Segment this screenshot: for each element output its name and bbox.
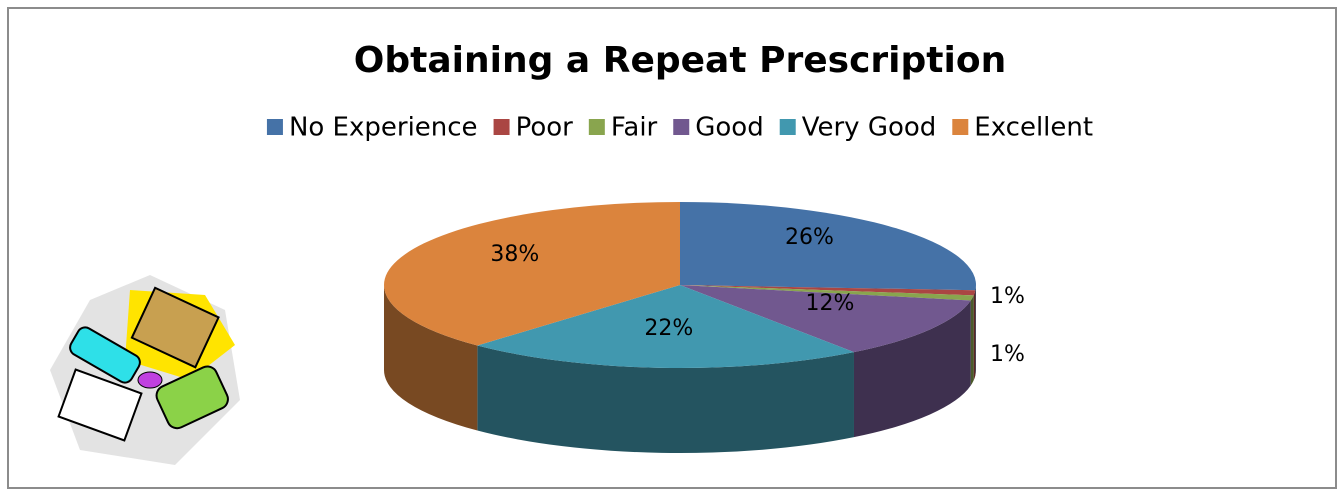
data-label: 38% — [490, 242, 539, 267]
pie-slice — [680, 285, 974, 301]
legend-label: Good — [695, 113, 763, 143]
legend-swatch — [266, 119, 283, 135]
legend-swatch — [588, 119, 605, 135]
legend: No Experience Poor Fair Good Very Good Excell… — [266, 113, 1093, 143]
pie-side — [384, 285, 478, 431]
data-label: 26% — [785, 225, 834, 250]
legend-swatch — [779, 119, 796, 135]
chart-title: Obtaining a Repeat Prescription — [354, 40, 1006, 81]
pie-side — [853, 300, 971, 438]
data-label: 12% — [805, 291, 854, 316]
legend-label: Fair — [611, 113, 658, 143]
pie-slice — [384, 202, 680, 346]
clip-art-ampoules — [130, 286, 220, 369]
legend-swatch — [493, 119, 510, 135]
pie-side — [973, 290, 976, 381]
pie-side — [975, 285, 976, 376]
data-label: 1% — [990, 284, 1025, 309]
data-label: 22% — [644, 316, 693, 341]
clip-art-pills — [155, 365, 229, 430]
pie-slice — [680, 202, 976, 291]
legend-label: Very Good — [802, 113, 937, 143]
clip-art-bottle — [69, 326, 141, 384]
pie-labels: 26% 1% 1% 12% 22% 38% — [490, 225, 1024, 367]
pie-slice — [477, 285, 854, 368]
data-label: 1% — [990, 342, 1025, 367]
clip-art-pill — [137, 371, 163, 389]
legend-label: Excellent — [974, 113, 1093, 143]
legend-label: Poor — [516, 113, 574, 143]
clip-art-rx — [57, 368, 143, 442]
clip-art — [50, 275, 240, 465]
legend-swatch — [673, 119, 690, 135]
pie-slice — [680, 285, 971, 353]
pie-slice — [680, 285, 976, 296]
pie-side — [970, 295, 974, 386]
pie-side — [477, 345, 854, 453]
legend-swatch — [952, 119, 969, 135]
legend-label: No Experience — [289, 113, 478, 143]
pie-sides — [384, 285, 976, 453]
pie-tops — [384, 202, 976, 368]
